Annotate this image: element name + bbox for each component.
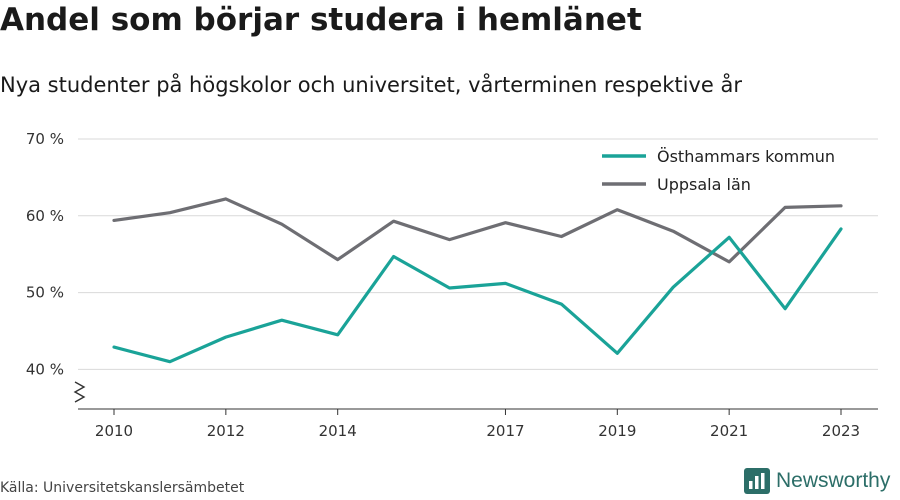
y-tick-label: 70 % (26, 130, 64, 148)
legend: Östhammars kommun Uppsala län (602, 147, 835, 194)
y-tick-label: 50 % (26, 284, 64, 302)
x-tick-label: 2010 (95, 422, 133, 440)
y-tick-label: 60 % (26, 207, 64, 225)
x-tick-label: 2019 (598, 422, 636, 440)
newsworthy-logo: Newsworthy (744, 468, 890, 494)
chart-title: Andel som börjar studera i hemlänet (0, 2, 642, 38)
x-tick-label: 2021 (710, 422, 748, 440)
x-tick-label: 2017 (486, 422, 524, 440)
legend-label: Östhammars kommun (657, 147, 835, 166)
gridlines (78, 138, 878, 370)
y-axis-ticks: 40 % 50 % 60 % 70 % (26, 130, 64, 378)
y-tick-label: 40 % (26, 360, 64, 378)
axis-break-icon (73, 381, 86, 403)
legend-label: Uppsala län (657, 175, 751, 194)
series-line-1 (112, 197, 843, 264)
source-note: Källa: Universitetskanslersämbetet (0, 480, 245, 496)
bar-chart-icon (744, 468, 770, 494)
x-tick-label: 2023 (822, 422, 860, 440)
line-chart: 40 % 50 % 60 % 70 % 2010 2012 2014 2017 2019 202… (26, 130, 878, 440)
series-lines (112, 197, 843, 364)
x-axis: 2010 2012 2014 2017 2019 2021 2023 (73, 381, 878, 440)
x-tick-label: 2014 (319, 422, 357, 440)
series-line-0 (112, 227, 843, 364)
brand-name: Newsworthy (776, 469, 891, 492)
x-tick-label: 2012 (207, 422, 245, 440)
chart-subtitle: Nya studenter på högskolor och universit… (0, 73, 742, 97)
